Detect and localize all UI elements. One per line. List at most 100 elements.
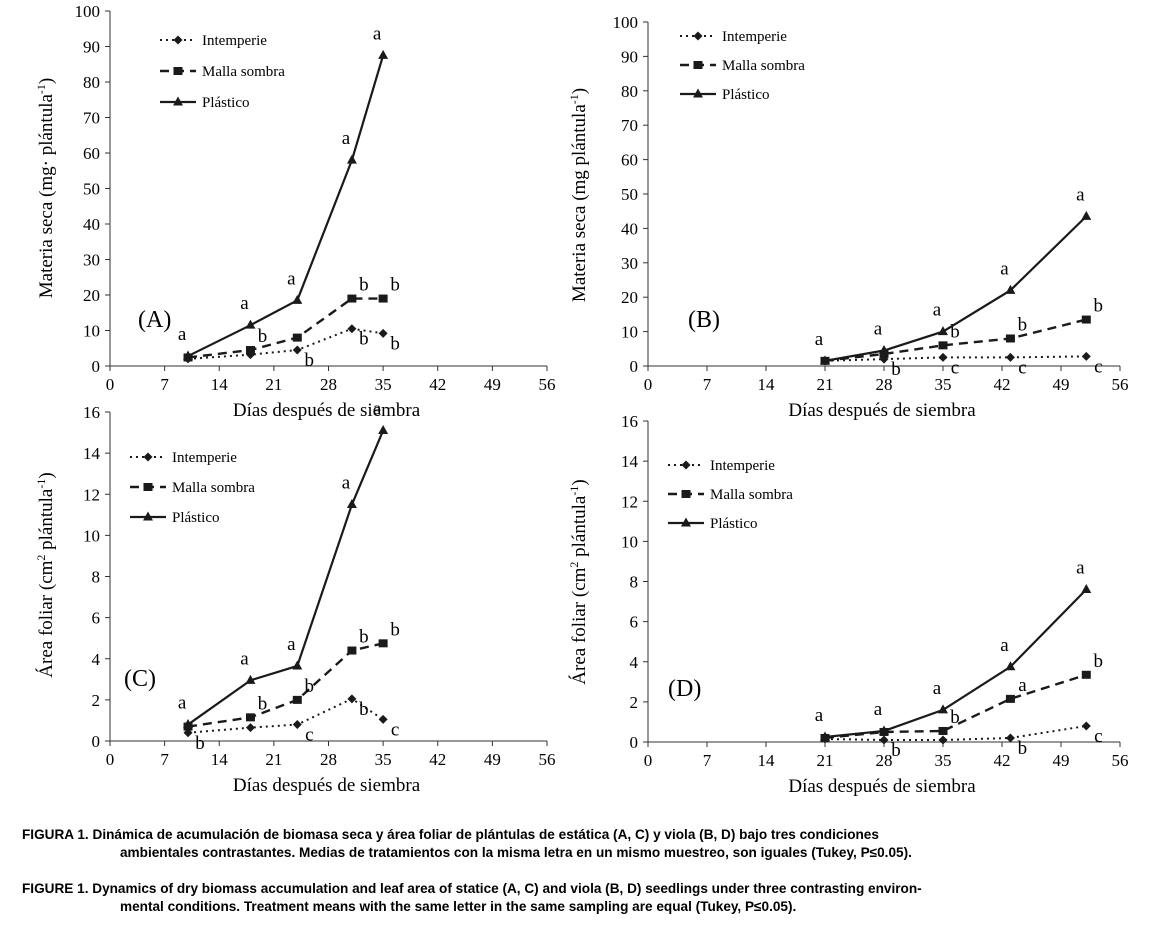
legend-entry: Intemperie [722,29,787,45]
y-tick-label: 20 [621,288,638,307]
data-point [938,341,948,350]
x-tick-label: 7 [703,375,712,394]
y-tick-label: 80 [83,73,100,92]
x-tick-label: 28 [876,751,893,770]
y-tick-label: 10 [83,322,100,341]
y-tick-label: 2 [630,693,639,712]
x-tick-label: 14 [211,375,229,394]
data-point [347,294,357,303]
data-point [1081,721,1091,731]
data-point [378,294,388,303]
data-point [292,294,303,304]
significance-letter: c [305,725,313,746]
x-tick-label: 0 [644,751,653,770]
panel-label: (A) [138,307,171,333]
panel-label: (B) [688,307,720,333]
significance-letter: a [342,473,351,494]
significance-letter: a [240,293,249,314]
x-tick-label: 21 [265,375,282,394]
significance-letter: b [305,350,315,371]
data-point [347,646,357,655]
data-point [1005,284,1016,294]
significance-letter: a [240,648,249,669]
series-plástico: a a a a a [178,399,389,729]
y-tick-label: 10 [621,532,638,551]
caption-es-label: FIGURA 1. [22,827,89,842]
y-tick-label: 100 [75,2,101,21]
series-line [824,355,1087,362]
x-tick-label: 0 [106,750,115,769]
significance-letter: a [1076,558,1085,579]
data-point [1005,661,1016,671]
x-tick-label: 35 [375,750,392,769]
data-point [1081,670,1091,679]
x-tick-label: 42 [994,751,1011,770]
data-point [1081,351,1091,361]
legend-marker [693,61,703,69]
x-tick-label: 28 [320,375,337,394]
y-tick-label: 8 [92,568,101,587]
x-tick-label: 14 [758,751,776,770]
legend-marker [143,452,153,462]
x-tick-label: 0 [106,375,115,394]
data-point [1081,584,1092,594]
x-tick-label: 0 [644,375,653,394]
x-tick-label: 56 [539,750,556,769]
y-tick-label: 14 [621,452,639,471]
significance-letter: b [390,333,400,354]
significance-letter: b [950,707,960,728]
y-tick-label: 10 [83,526,100,545]
data-point [292,345,302,355]
significance-letter: a [874,319,883,340]
data-point [346,154,357,164]
data-point [1081,210,1092,220]
significance-letter: b [359,329,369,350]
data-point [879,725,889,735]
legend: Intemperie Malla sombra Plástico [680,29,805,103]
x-tick-label: 56 [1112,375,1129,394]
data-point [820,731,830,741]
x-tick-label: 21 [817,375,834,394]
data-point [938,735,948,745]
y-tick-label: 0 [630,357,639,376]
significance-letter: b [891,740,901,761]
y-tick-label: 50 [83,180,100,199]
significance-letter: b [390,275,400,296]
series-line [187,327,384,360]
x-axis-title: Días después de siembra [788,400,976,421]
y-axis-title: Materia seca (mg plántula-1) [567,88,590,302]
y-tick-label: 40 [83,215,100,234]
legend-marker [143,483,153,491]
y-tick-label: 60 [83,144,100,163]
data-point [183,350,194,360]
data-point [820,355,830,365]
significance-letter: c [1094,726,1102,747]
y-tick-label: 100 [613,13,639,32]
x-tick-label: 14 [758,375,776,394]
legend-entry: Intemperie [710,458,775,474]
series-line [187,430,385,726]
data-point [347,324,357,334]
data-point [378,49,389,59]
x-tick-label: 49 [1053,375,1070,394]
significance-letter: a [1018,675,1027,696]
significance-letter: b [1094,296,1104,317]
series-line [824,724,1087,741]
y-tick-label: 80 [621,82,638,101]
x-tick-label: 49 [484,750,501,769]
chart-panel-d: 0 2 4 6 8 10 12 14 16 0 7 14 21 28 35 42 49 56 Días despué… [567,412,1129,797]
significance-letter: b [359,627,369,648]
significance-letter: a [1076,184,1085,205]
significance-letter: b [1018,738,1028,759]
data-point [245,713,255,722]
legend-entry: Malla sombra [722,58,805,74]
chart-panel-c: 0 2 4 6 8 10 12 14 16 0 7 14 21 28 35 42 49 56 Días despué… [34,399,556,796]
data-point [378,425,389,435]
x-tick-label: 21 [265,750,282,769]
x-tick-label: 35 [935,751,952,770]
significance-letter: a [287,634,296,655]
data-point [378,328,388,338]
significance-letter: a [342,128,351,149]
significance-letter: a [373,399,382,420]
legend-marker [173,67,183,75]
